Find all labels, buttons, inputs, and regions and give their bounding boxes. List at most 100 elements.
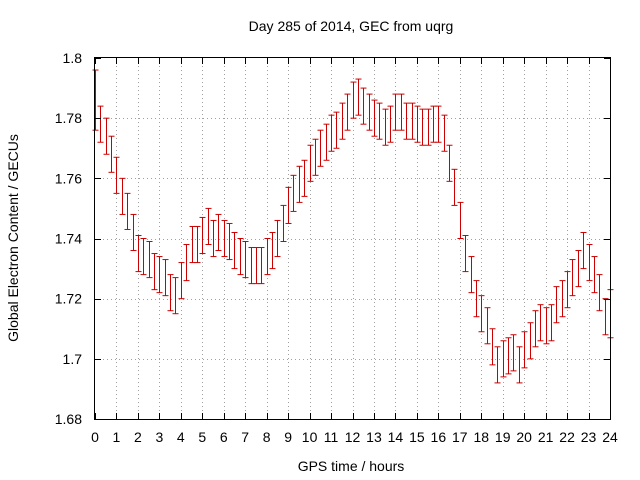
y-tick-label: 1.78 — [55, 110, 82, 126]
x-tick-labels: 0 1 2 3 4 5 6 7 8 9 10 11 12 13 14 15 16 17 18 19 20 21 22 23 24 — [91, 429, 618, 445]
error-bar — [462, 234, 469, 273]
error-bar-series — [92, 69, 614, 384]
error-bar — [446, 144, 453, 182]
error-bar — [451, 168, 458, 206]
error-bar — [183, 244, 190, 282]
error-bar — [548, 304, 555, 342]
error-bar — [569, 259, 576, 297]
x-tick-label: 16 — [431, 429, 447, 445]
y-tick-label: 1.68 — [55, 411, 82, 427]
error-bar — [258, 247, 265, 285]
error-bar — [478, 295, 485, 333]
error-bar — [140, 238, 147, 276]
error-bar — [172, 277, 179, 315]
x-tick-label: 10 — [302, 429, 318, 445]
error-bar — [473, 280, 480, 318]
error-bar — [403, 102, 410, 140]
error-bar — [382, 108, 389, 146]
x-tick-label: 18 — [473, 429, 489, 445]
error-bar — [231, 231, 238, 270]
error-bar — [564, 271, 571, 309]
error-bar — [226, 222, 233, 261]
x-tick-label: 14 — [388, 429, 404, 445]
error-bar — [575, 250, 582, 288]
error-bar — [350, 81, 357, 119]
error-bar — [500, 340, 507, 378]
error-bar — [194, 225, 201, 264]
error-bar — [156, 256, 163, 294]
error-bar — [414, 105, 421, 143]
error-bar — [441, 114, 448, 152]
error-bar — [387, 105, 394, 143]
error-bar — [339, 102, 346, 140]
error-bar — [409, 102, 416, 140]
x-tick-label: 11 — [324, 429, 339, 445]
x-tick-label: 2 — [134, 429, 142, 445]
error-bar — [130, 213, 137, 252]
error-bar — [301, 159, 308, 197]
x-tick-label: 19 — [495, 429, 511, 445]
error-bar — [398, 93, 405, 131]
error-bar — [419, 108, 426, 146]
error-bar — [532, 310, 539, 348]
error-bar — [119, 177, 126, 215]
x-axis-label: GPS time / hours — [298, 458, 405, 474]
error-bar — [494, 346, 501, 384]
error-bar — [553, 286, 560, 324]
error-bar — [468, 256, 475, 294]
x-tick-label: 24 — [602, 429, 618, 445]
error-bar — [328, 114, 335, 152]
error-bar — [430, 105, 437, 143]
x-tick-label: 1 — [113, 429, 121, 445]
error-bar — [591, 256, 598, 294]
error-bar — [376, 102, 383, 140]
x-tick-label: 15 — [409, 429, 425, 445]
grid-lines — [95, 58, 610, 419]
error-bar — [392, 93, 399, 131]
x-tick-label: 13 — [366, 429, 382, 445]
error-bar — [199, 216, 206, 255]
y-tick-labels: 1.68 1.7 1.72 1.74 1.76 1.78 1.8 — [55, 50, 82, 427]
error-bar — [124, 192, 131, 230]
error-bar — [484, 307, 491, 345]
error-bar — [344, 93, 351, 131]
error-bar — [290, 174, 297, 212]
error-bar — [457, 201, 464, 239]
x-tick-label: 20 — [516, 429, 532, 445]
x-tick-label: 5 — [198, 429, 206, 445]
x-tick-label: 3 — [155, 429, 163, 445]
error-bar — [167, 274, 174, 312]
x-tick-label: 4 — [177, 429, 185, 445]
error-bar — [221, 219, 228, 258]
y-tick-label: 1.74 — [55, 231, 82, 247]
x-tick-label: 6 — [220, 429, 228, 445]
error-bar — [146, 241, 153, 279]
y-tick-label: 1.72 — [55, 291, 82, 307]
x-tick-label: 12 — [345, 429, 361, 445]
error-bar — [543, 307, 550, 345]
error-bar — [323, 123, 330, 161]
error-bar — [516, 346, 523, 384]
error-bar — [505, 337, 512, 375]
error-bar — [521, 331, 528, 369]
error-bar — [135, 234, 142, 273]
error-bar — [425, 108, 432, 146]
error-bar — [360, 87, 367, 125]
error-bar — [366, 93, 373, 131]
axis-ticks — [95, 58, 611, 420]
error-bar — [317, 129, 324, 167]
y-tick-label: 1.7 — [63, 351, 83, 367]
error-bar — [559, 280, 566, 318]
error-bar — [586, 244, 593, 282]
error-bar — [285, 186, 292, 224]
x-tick-label: 7 — [241, 429, 249, 445]
error-bar — [237, 238, 244, 276]
error-bar — [210, 219, 217, 258]
error-bar — [189, 225, 196, 264]
y-axis-label: Global Electron Content / GECUs — [5, 134, 21, 342]
error-bar — [178, 262, 185, 300]
error-bar — [510, 334, 517, 372]
error-bar — [537, 304, 544, 342]
x-tick-label: 23 — [581, 429, 597, 445]
error-bar — [151, 253, 158, 291]
